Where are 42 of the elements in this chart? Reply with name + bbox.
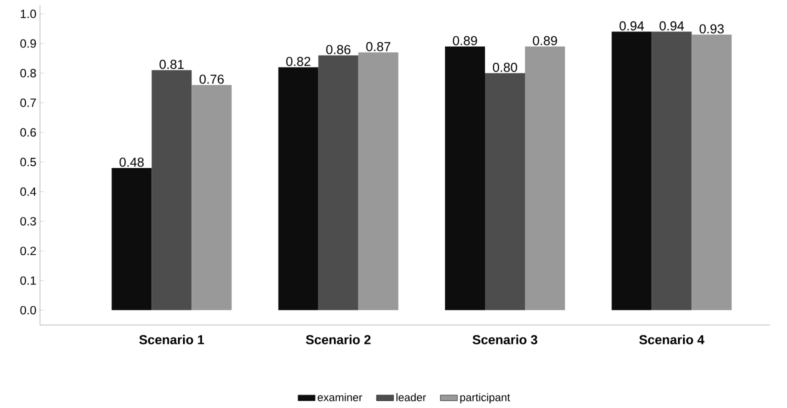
bar (612, 32, 652, 310)
data-label: 0.86 (326, 44, 350, 54)
data-label: 0.94 (620, 21, 644, 30)
bar (152, 70, 192, 310)
data-label: 0.93 (700, 24, 724, 34)
x-tick-label: Scenario 3 (472, 334, 538, 344)
data-label: 0.89 (532, 36, 557, 46)
data-label: 0.89 (452, 36, 477, 46)
data-label: 0.81 (160, 60, 184, 69)
y-tick-label: 0.7 (20, 98, 36, 107)
bar (278, 67, 318, 310)
x-tick-label: Scenario 4 (639, 334, 704, 344)
y-tick-label: 0.9 (20, 39, 36, 48)
bar (485, 73, 526, 310)
x-tick-label: Scenario 2 (306, 334, 371, 344)
x-tick-label: Scenario 1 (139, 334, 204, 344)
bar (445, 46, 486, 310)
data-label: 0.87 (366, 42, 390, 52)
bar (318, 55, 358, 310)
data-label: 0.76 (200, 74, 224, 84)
y-tick-label: 0.5 (20, 158, 36, 166)
y-tick-label: 0.6 (20, 128, 36, 137)
bar (192, 84, 232, 310)
bar (525, 46, 566, 310)
data-label: 0.82 (286, 56, 310, 66)
bar (358, 52, 398, 310)
legend-label: examiner (318, 393, 362, 402)
y-tick-label: 0.1 (20, 276, 36, 285)
data-label: 0.80 (492, 62, 518, 72)
legend-label: participant (460, 393, 510, 404)
data-label: 0.94 (660, 21, 684, 30)
bar (112, 168, 152, 310)
bar (652, 32, 692, 310)
y-tick-label: 0.4 (20, 187, 36, 196)
y-tick-label: 0.0 (20, 306, 36, 314)
data-label: 0.48 (120, 158, 144, 167)
y-tick-label: 1.0 (20, 10, 36, 18)
y-tick-label: 0.2 (20, 246, 36, 256)
y-tick-label: 0.3 (20, 217, 36, 226)
bar (692, 34, 732, 310)
legend-label: leader (396, 393, 426, 402)
y-tick-label: 0.8 (20, 68, 36, 78)
